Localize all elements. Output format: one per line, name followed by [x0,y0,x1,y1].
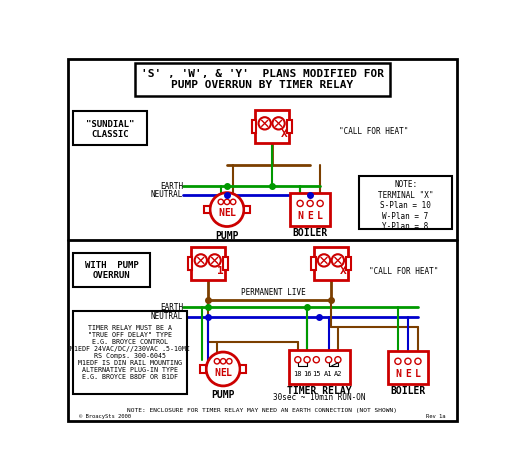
Text: Rev 1a: Rev 1a [426,414,445,419]
Circle shape [259,117,271,129]
Text: BOILER: BOILER [390,386,425,396]
Text: N: N [218,208,224,218]
Text: PERMANENT LIVE: PERMANENT LIVE [241,288,306,297]
Circle shape [218,199,224,205]
Bar [251,120,256,133]
Text: E: E [220,368,226,378]
Text: L: L [230,208,236,218]
Bar [135,63,390,96]
Text: NOTE: ENCLOSURE FOR TIMER RELAY MAY NEED AN EARTH CONNECTION (NOT SHOWN): NOTE: ENCLOSURE FOR TIMER RELAY MAY NEED… [127,408,397,413]
Text: E: E [405,368,411,378]
Bar [311,258,315,269]
Circle shape [335,357,341,363]
Bar [240,365,246,373]
Bar [287,120,292,133]
Circle shape [272,117,285,129]
Circle shape [332,254,344,267]
Text: "SUNDIAL": "SUNDIAL" [86,119,134,129]
Text: L: L [415,368,421,378]
Text: 16: 16 [303,371,311,377]
Circle shape [395,358,401,364]
Text: PUMP: PUMP [215,231,239,241]
Text: PUMP OVERRUN BY TIMER RELAY: PUMP OVERRUN BY TIMER RELAY [172,80,353,90]
Text: "CALL FOR HEAT": "CALL FOR HEAT" [338,127,408,136]
Bar [204,206,210,213]
Text: 'S' , 'W', & 'Y'  PLANS MODIFIED FOR: 'S' , 'W', & 'Y' PLANS MODIFIED FOR [141,69,384,79]
Bar [254,110,289,143]
Bar [188,258,193,269]
Text: X: X [340,266,347,276]
Text: OVERRUN: OVERRUN [93,271,130,280]
Text: EARTH: EARTH [160,182,183,191]
Circle shape [415,358,421,364]
Text: TIMER RELAY MUST BE A
"TRUE OFF DELAY" TYPE
E.G. BROYCE CONTROL
M1EDF 24VAC/DC//: TIMER RELAY MUST BE A "TRUE OFF DELAY" T… [70,325,190,380]
Text: 30sec ~ 10min RUN-ON: 30sec ~ 10min RUN-ON [273,393,366,402]
Circle shape [295,357,301,363]
Text: N: N [214,368,220,378]
Circle shape [210,193,244,227]
Text: EARTH: EARTH [160,303,183,312]
Text: N: N [395,368,401,378]
Text: N: N [297,211,303,221]
Bar [200,365,206,373]
Text: © BroacySts 2000: © BroacySts 2000 [79,414,131,419]
Text: A2: A2 [334,371,342,377]
Circle shape [326,357,332,363]
Text: NEUTRAL: NEUTRAL [151,190,183,199]
Circle shape [307,200,313,207]
Text: E: E [307,211,313,221]
Text: TIMER RELAY: TIMER RELAY [287,387,352,397]
Bar [289,350,350,384]
Bar [73,311,187,395]
Text: X: X [281,129,287,139]
Circle shape [208,254,221,267]
Text: NOTE:
TERMINAL "X"
S-Plan = 10
W-Plan = 7
Y-Plan = 8: NOTE: TERMINAL "X" S-Plan = 10 W-Plan = … [378,180,433,231]
Bar [191,248,225,279]
Text: L: L [226,368,232,378]
Text: E: E [224,208,230,218]
Circle shape [230,199,236,205]
Bar [244,206,250,213]
Circle shape [304,357,310,363]
Circle shape [297,200,303,207]
Text: A1: A1 [325,371,333,377]
Bar [346,258,351,269]
Bar [359,177,452,229]
Text: 18: 18 [293,371,302,377]
Text: "CALL FOR HEAT": "CALL FOR HEAT" [370,267,439,276]
Text: NEUTRAL: NEUTRAL [151,312,183,321]
Circle shape [313,357,319,363]
Circle shape [195,254,207,267]
Circle shape [318,254,330,267]
Text: 15: 15 [312,371,321,377]
Text: BOILER: BOILER [292,228,328,238]
Bar [290,193,330,226]
Bar [73,253,150,288]
Circle shape [227,358,232,364]
Circle shape [317,200,323,207]
Text: L: L [317,211,323,221]
Circle shape [405,358,411,364]
Bar [223,258,228,269]
Text: CLASSIC: CLASSIC [91,129,129,139]
Circle shape [215,358,220,364]
Circle shape [224,199,230,205]
Bar [388,351,428,384]
Bar [73,111,147,145]
Text: 1: 1 [217,266,223,276]
Text: PUMP: PUMP [211,390,235,400]
Text: WITH  PUMP: WITH PUMP [84,261,138,270]
Bar [314,248,348,279]
Circle shape [221,358,226,364]
Circle shape [206,352,240,386]
